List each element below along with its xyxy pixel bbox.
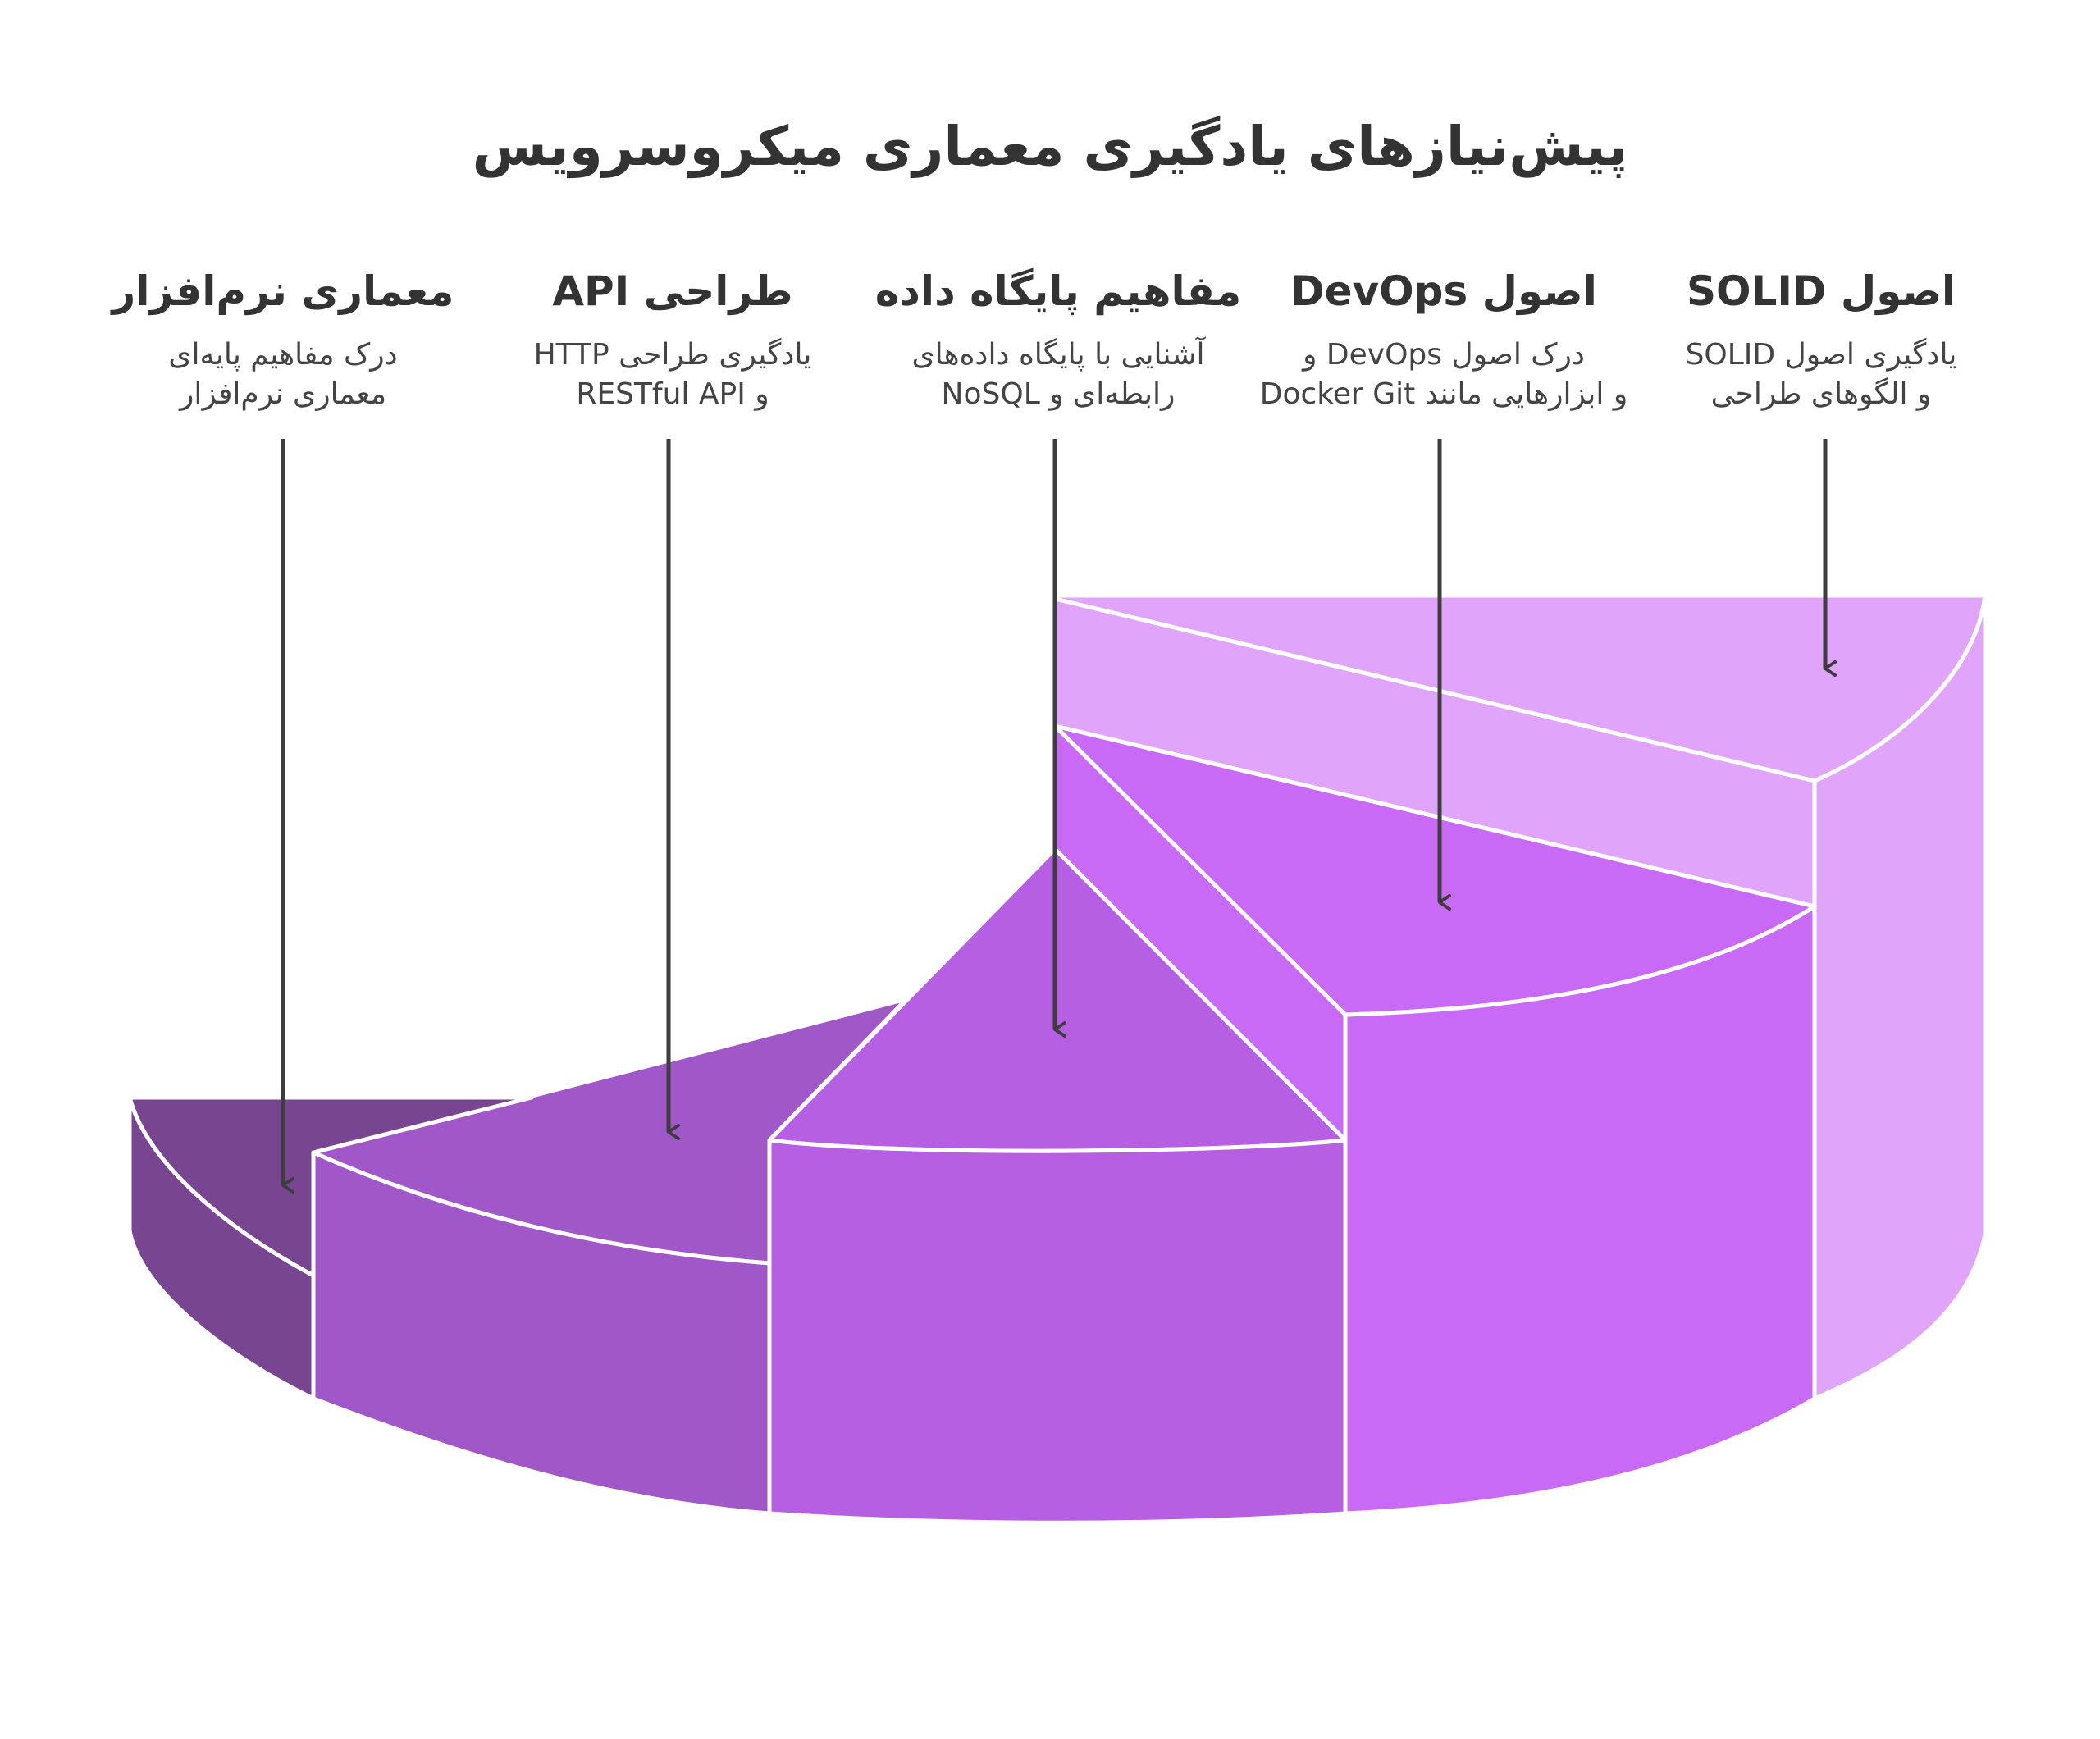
item-database-desc-line2: رابطه‌ای و NoSQL (941, 377, 1176, 411)
item-devops-desc-line1: درک اصول DevOps و (1303, 338, 1585, 372)
item-devops: اصول DevOps درک اصول DevOps و و ابزارهای… (1214, 258, 1673, 414)
item-database-desc-line1: آشنایی با پایگاه داده‌های (911, 338, 1205, 372)
item-api-desc-line2: و RESTful API (576, 377, 769, 411)
item-devops-title: اصول DevOps (1290, 267, 1597, 315)
item-solid-title: اصول SOLID (1686, 267, 1956, 315)
item-api-desc-line1: یادگیری طراحی HTTP (533, 338, 812, 372)
item-architecture: معماری نرم‌افزار درک مفاهیم پایه‌ای معما… (53, 258, 513, 414)
item-database-title: مفاهیم پایگاه داده (874, 267, 1242, 315)
item-solid: اصول SOLID یادگیری اصول SOLID و الگوهای … (1591, 258, 2051, 414)
item-api: طراحی API یادگیری طراحی HTTP و RESTful A… (443, 258, 902, 414)
segment-devops-front (1343, 904, 1817, 1516)
item-database: مفاهیم پایگاه داده آشنایی با پایگاه داده… (829, 258, 1288, 414)
page-title: پیش‌نیازهای یادگیری معماری میکروسرویس (472, 115, 1628, 178)
segment-architecture-front (127, 1095, 316, 1401)
item-architecture-desc-line1: درک مفاهیم پایه‌ای (168, 338, 398, 372)
item-solid-desc-line1: یادگیری اصول SOLID (1685, 338, 1957, 372)
item-devops-desc-line2: و ابزارهایی مانند Docker Git (1259, 377, 1628, 411)
segment-database-front (767, 1138, 1348, 1525)
item-architecture-title: معماری نرم‌افزار (112, 267, 454, 315)
item-architecture-desc-line2: معماری نرم‌افزار (179, 377, 387, 411)
segment-api-front (311, 1150, 772, 1516)
item-solid-desc-line2: و الگوهای طراحی (1710, 377, 1932, 411)
item-api-title: طراحی API (552, 267, 793, 315)
